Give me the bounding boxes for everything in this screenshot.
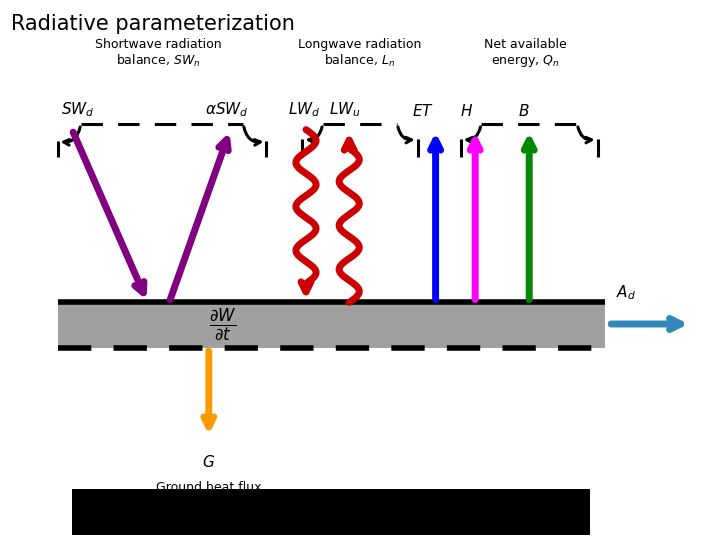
Text: $\mathit{LW_u}$: $\mathit{LW_u}$	[329, 100, 361, 119]
Text: Shortwave radiation
balance, $\mathit{SW_n}$: Shortwave radiation balance, $\mathit{SW…	[95, 38, 222, 69]
Text: $\mathit{ET}$: $\mathit{ET}$	[413, 103, 434, 119]
Bar	[72, 489, 590, 535]
Text: Longwave radiation
balance, $\mathit{L_n}$: Longwave radiation balance, $\mathit{L_n…	[298, 38, 422, 69]
Text: $\dfrac{\partial W}{\partial t}$: $\dfrac{\partial W}{\partial t}$	[209, 306, 236, 342]
Text: Net available
energy, $\mathit{Q_n}$: Net available energy, $\mathit{Q_n}$	[485, 38, 567, 69]
Text: Radiative parameterization: Radiative parameterization	[11, 14, 294, 33]
Text: $\mathit{LW_d}$: $\mathit{LW_d}$	[288, 100, 320, 119]
Bar	[58, 302, 605, 348]
Text: $\mathit{G}$: $\mathit{G}$	[202, 454, 215, 470]
Text: $\mathit{A_d}$: $\mathit{A_d}$	[616, 284, 636, 302]
Text: $\mathit{SW_d}$: $\mathit{SW_d}$	[61, 100, 95, 119]
Text: $\mathit{B}$: $\mathit{B}$	[518, 103, 529, 119]
Text: $\mathit{H}$: $\mathit{H}$	[460, 103, 473, 119]
Text: $\mathit{\alpha SW_d}$: $\mathit{\alpha SW_d}$	[205, 100, 249, 119]
Text: Ground heat flux: Ground heat flux	[156, 481, 261, 494]
